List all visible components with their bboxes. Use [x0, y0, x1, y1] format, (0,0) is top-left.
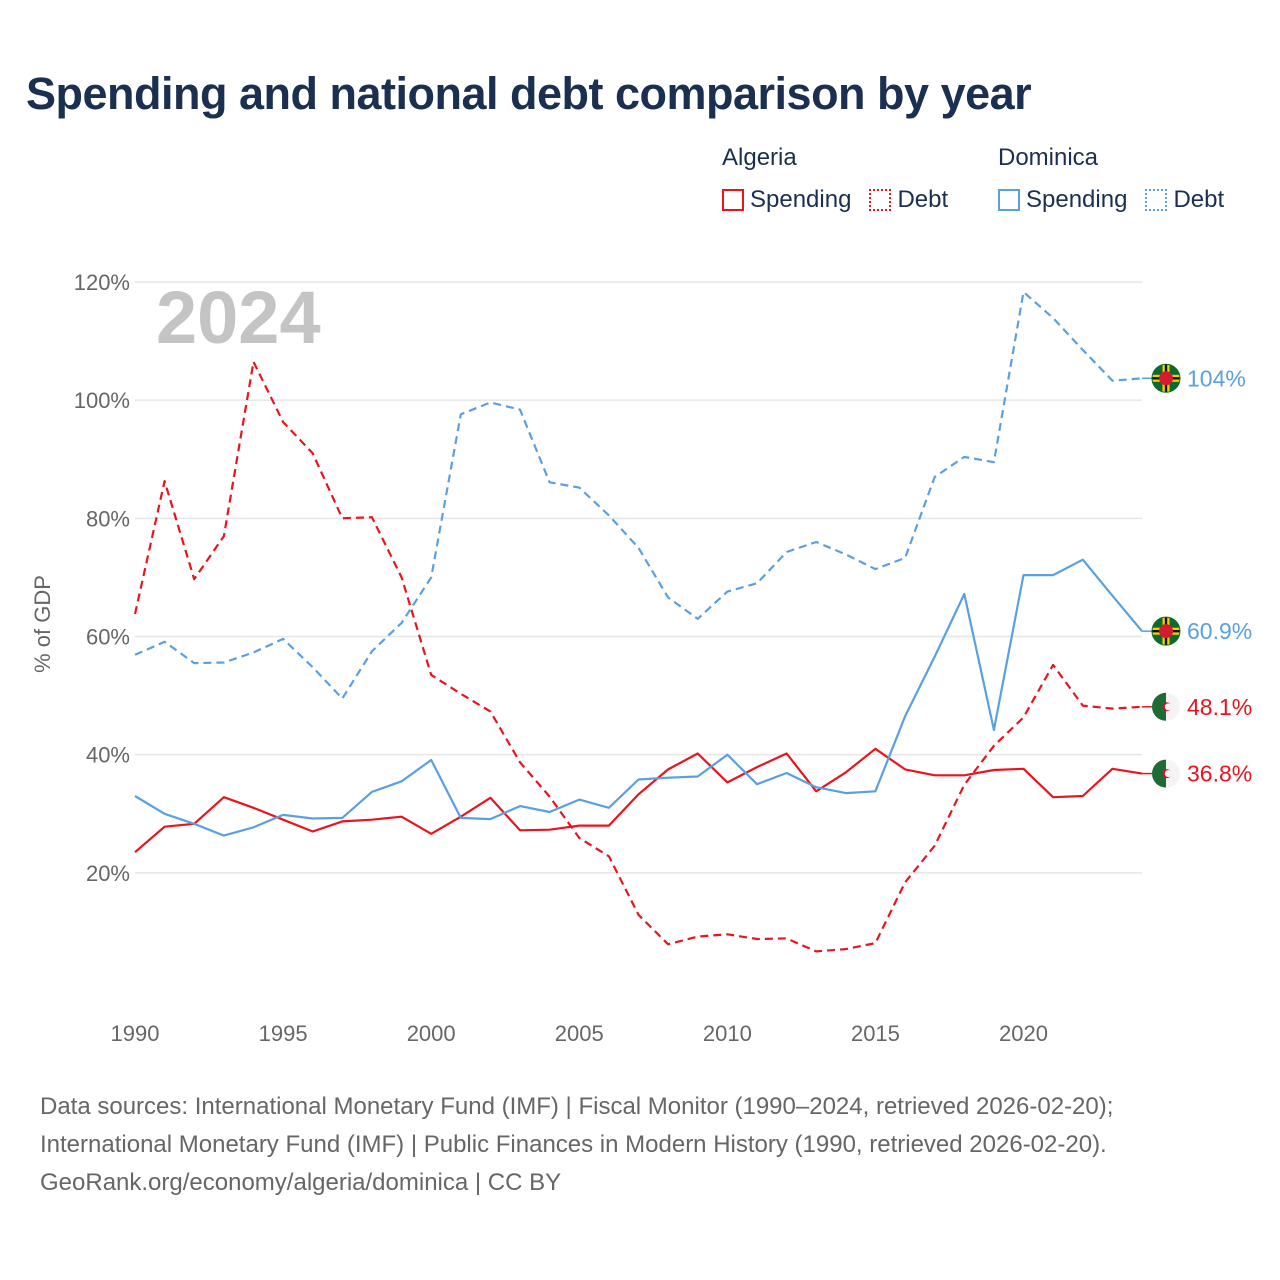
footer-source-line-1: Data sources: International Monetary Fun…	[40, 1093, 1114, 1120]
footer: Data sources: International Monetary Fun…	[40, 1088, 1113, 1202]
end-markers: 36.8% 48.1% 60.9% 104%	[1142, 363, 1252, 788]
y-tick-label: 40%	[86, 743, 130, 768]
legend-swatch-dotted-icon	[869, 189, 892, 211]
series-line-algeria-spending[interactable]	[134, 747, 1143, 854]
line-chart: 2024 % of GDP 20%40%60%80%100%120% 1990 1…	[30, 270, 1252, 1046]
x-tick-label: 2020	[999, 1021, 1048, 1046]
legend-country-algeria: Algeria	[722, 144, 797, 171]
x-tick-label: 2005	[555, 1021, 604, 1046]
algeria-flag-icon	[1152, 759, 1180, 788]
series-line-algeria-debt[interactable]	[133, 360, 1143, 953]
legend-item-dominica-debt[interactable]: Debt	[1145, 186, 1224, 214]
y-tick-label: 20%	[86, 861, 130, 886]
legend-label: Debt	[1173, 186, 1225, 213]
dominica-flag-icon	[1151, 616, 1181, 646]
year-watermark: 2024	[156, 276, 321, 359]
x-tick-label: 1995	[259, 1021, 308, 1046]
legend-group-algeria: Algeria Spending Debt	[722, 144, 948, 214]
x-tick-label: 1990	[111, 1021, 160, 1046]
legend-group-dominica: Dominica Spending Debt	[998, 144, 1224, 214]
end-value-label: 60.9%	[1187, 618, 1252, 644]
y-tick-label: 120%	[74, 270, 130, 295]
series-line-dominica-spending[interactable]	[134, 558, 1143, 837]
chart-title: Spending and national debt comparison by…	[26, 68, 1032, 119]
dominica-flag-icon	[1151, 363, 1181, 393]
x-tick-label: 2010	[703, 1021, 752, 1046]
end-value-label: 36.8%	[1187, 761, 1252, 787]
legend-country-dominica: Dominica	[998, 144, 1099, 171]
y-tick-label: 100%	[74, 388, 130, 413]
legend-item-algeria-debt[interactable]: Debt	[869, 186, 948, 214]
grid	[135, 281, 1142, 874]
series-line-dominica-debt[interactable]	[134, 290, 1143, 700]
legend-label: Spending	[1026, 186, 1128, 213]
y-tick-label: 60%	[86, 625, 130, 650]
legend-item-dominica-spending[interactable]: Spending	[998, 186, 1127, 214]
algeria-flag-icon	[1152, 692, 1180, 721]
footer-credit-link[interactable]: GeoRank.org/economy/algeria/dominica | C…	[40, 1169, 562, 1196]
legend-swatch-dotted-icon	[1145, 189, 1168, 211]
legend-label: Debt	[897, 186, 949, 213]
y-axis-ticks: 20% 40% 60% 80% 100% 120%	[74, 270, 130, 886]
legend-swatch-solid-icon	[722, 189, 744, 211]
legend-swatch-solid-icon	[998, 189, 1020, 211]
y-tick-label: 80%	[86, 506, 130, 531]
end-value-label: 104%	[1187, 365, 1246, 391]
footer-source-line-2: International Monetary Fund (IMF) | Publ…	[40, 1131, 1107, 1158]
x-axis-ticks: 1990 1995 2000 2005 2010 2015 2020	[111, 1021, 1048, 1046]
x-tick-label: 2000	[407, 1021, 456, 1046]
series	[133, 290, 1143, 953]
legend-label: Spending	[750, 186, 852, 213]
y-axis-label: % of GDP	[30, 575, 55, 673]
x-tick-label: 2015	[851, 1021, 900, 1046]
end-value-label: 48.1%	[1187, 694, 1252, 720]
legend-item-algeria-spending[interactable]: Spending	[722, 186, 851, 214]
